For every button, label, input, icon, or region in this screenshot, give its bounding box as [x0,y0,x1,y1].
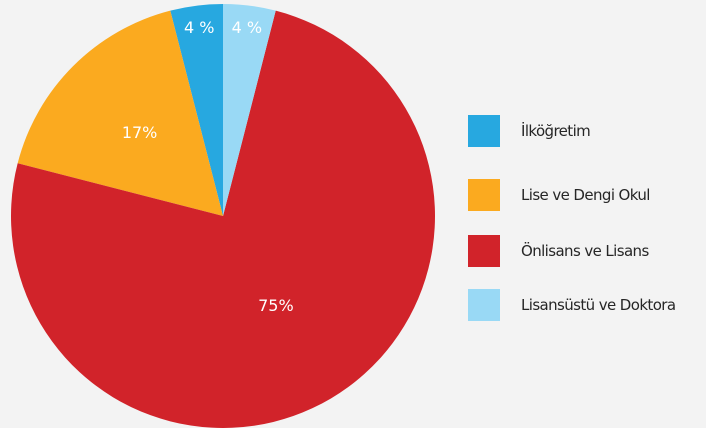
legend-item-lisansustu: Lisansüstü ve Doktora [468,288,676,322]
pie-slice-ilkogretim [170,4,223,216]
data-label-lisansustu: 4 % [232,18,262,37]
legend-item-lise: Lise ve Dengi Okul [468,178,650,212]
legend-swatch-ilkogretim [468,115,500,147]
data-label-ilkogretim: 4 % [184,18,214,37]
legend-item-onlisans: Önlisans ve Lisans [468,234,649,268]
pie-slice-onlisans [11,10,435,428]
pie-slices [11,4,435,428]
legend-label-onlisans: Önlisans ve Lisans [521,242,649,260]
legend-swatch-lisansustu [468,289,500,321]
data-label-onlisans: 75% [258,296,294,315]
pie-data-labels: 4 % 17% 75% 4 % [122,18,294,315]
legend-label-ilkogretim: İlköğretim [521,122,591,140]
legend-label-lise: Lise ve Dengi Okul [521,186,650,204]
data-label-lise: 17% [122,123,158,142]
legend-item-ilkogretim: İlköğretim [468,114,591,148]
legend-swatch-onlisans [468,235,500,267]
pie-slice-lisansustu [223,4,276,216]
legend-swatch-lise [468,179,500,211]
pie-slice-lise [17,10,223,216]
legend-label-lisansustu: Lisansüstü ve Doktora [521,296,676,314]
